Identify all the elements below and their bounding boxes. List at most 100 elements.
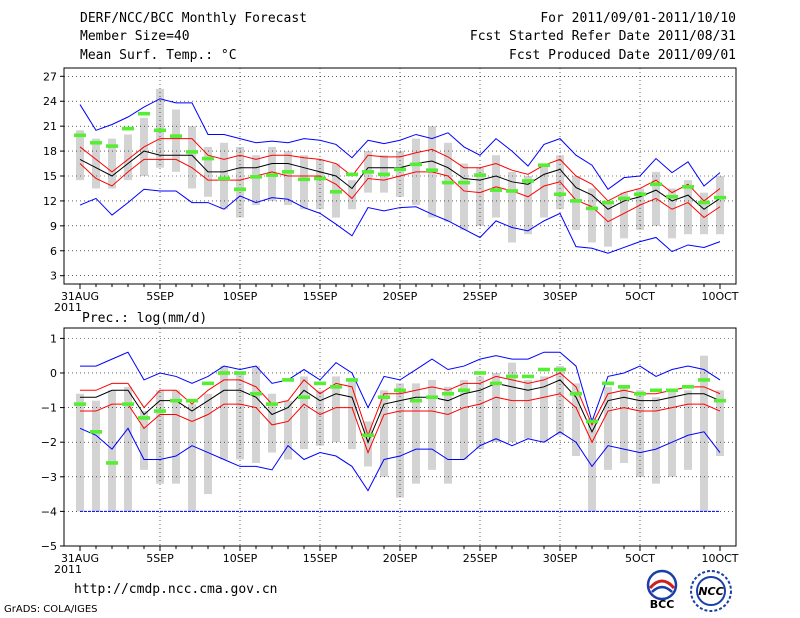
- temp-x-tick-label: 5OCT: [625, 290, 655, 303]
- prec-observed-marker: [698, 378, 710, 382]
- temp-box: [92, 138, 100, 189]
- prec-lower-line: [80, 393, 721, 454]
- prec-observed-marker: [490, 381, 502, 386]
- temp-box: [300, 155, 308, 210]
- prec-observed-marker: [554, 367, 566, 372]
- temp-box: [572, 176, 580, 230]
- prec-box: [572, 383, 580, 457]
- temp-x-tick-label: 20SEP: [383, 290, 418, 303]
- chart-title: DERF/NCC/BCC Monthly Forecast: [80, 11, 307, 26]
- temp-observed-marker: [554, 192, 566, 197]
- prec-observed-marker: [218, 371, 230, 375]
- temp-observed-marker: [170, 134, 182, 138]
- prec-observed-marker: [602, 381, 614, 386]
- prec-observed-marker: [394, 388, 406, 393]
- temp-x-tick-label: 15SEP: [303, 290, 338, 303]
- prec-x-tick-label: 5SEP: [146, 552, 174, 565]
- prec-observed-marker: [570, 391, 582, 396]
- prec-observed-marker: [314, 381, 326, 386]
- temp-y-tick-label: 24: [43, 95, 57, 108]
- temp-min-line: [79, 188, 721, 254]
- temp-year-label: 2011: [54, 301, 82, 314]
- prec-y-tick-label: 1: [50, 332, 57, 345]
- temp-y-tick-label: 9: [50, 220, 57, 233]
- prec-x-tick-label: 10OCT: [701, 552, 738, 565]
- prec-panel: −5 −4 −3 −2 −1 0 1 31AUG 5SEP 10SEP 15SEP 20SEP 25SE…: [41, 311, 739, 576]
- bcc-logo-text: BCC: [650, 598, 675, 610]
- forecast-period: For 2011/09/01-2011/10/10: [540, 11, 736, 26]
- temp-box: [540, 163, 548, 218]
- temp-box: [716, 176, 724, 235]
- temp-observed-marker: [426, 168, 438, 172]
- temp-y-tick-label: 15: [43, 170, 57, 183]
- temp-observed-marker: [234, 187, 246, 192]
- temp-x-tick-label: 25SEP: [463, 290, 498, 303]
- temp-observed-marker: [714, 195, 726, 200]
- prec-observed-marker: [442, 391, 454, 396]
- forecast-started-date: Fcst Started Refer Date 2011/08/31: [469, 29, 736, 44]
- temp-box: [76, 130, 84, 181]
- temp-observed-marker: [378, 172, 390, 177]
- temp-observed-marker: [682, 185, 694, 189]
- temp-observed-marker: [474, 173, 486, 177]
- prec-observed-marker: [634, 391, 646, 396]
- prec-year-label: 2011: [54, 563, 82, 576]
- footer-url[interactable]: http://cmdp.ncc.cma.gov.cn: [74, 582, 278, 597]
- prec-box: [204, 393, 212, 495]
- prec-box: [652, 397, 660, 484]
- prec-observed-marker: [282, 378, 294, 382]
- prec-box: [316, 390, 324, 446]
- prec-x-tick-label: 30SEP: [543, 552, 578, 565]
- temp-observed-marker: [298, 177, 310, 182]
- prec-box: [252, 366, 260, 463]
- ncc-logo-text: NCC: [698, 585, 723, 598]
- temp-observed-marker: [74, 133, 86, 138]
- temp-box: [604, 200, 612, 247]
- prec-observed-marker: [202, 381, 214, 386]
- prec-observed-marker: [506, 374, 518, 379]
- temp-y-tick-label: 12: [43, 195, 57, 208]
- prec-max-line: [80, 351, 721, 424]
- prec-observed-marker: [474, 371, 486, 375]
- temp-observed-marker: [650, 182, 662, 187]
- prec-observed-marker: [234, 371, 246, 375]
- prec-observed-marker: [298, 395, 310, 400]
- temp-y-tick-label: 6: [50, 245, 57, 258]
- prec-box: [92, 400, 100, 512]
- temp-box: [684, 180, 692, 235]
- temp-observed-marker: [634, 192, 646, 197]
- temp-x-tick-label: 31AUG: [61, 290, 99, 303]
- prec-x-tick-label: 31AUG: [61, 552, 99, 565]
- prec-box: [508, 362, 516, 443]
- temp-box: [396, 151, 404, 197]
- temp-observed-marker: [138, 111, 150, 116]
- prec-box: [636, 390, 644, 477]
- prec-box: [716, 390, 724, 457]
- temp-observed-marker: [506, 189, 518, 193]
- prec-observed-marker: [714, 398, 726, 403]
- temp-box: [460, 163, 468, 230]
- prec-y-tick-label: −4: [41, 505, 57, 518]
- prec-observed-marker: [74, 402, 86, 406]
- temp-observed-marker: [394, 167, 406, 172]
- prec-box: [188, 404, 196, 512]
- temp-observed-marker: [154, 128, 166, 133]
- prec-observed-marker: [586, 419, 598, 424]
- temp-box: [620, 192, 628, 239]
- temp-box: [588, 188, 596, 243]
- prec-observed-marker: [410, 398, 422, 403]
- prec-box: [428, 379, 436, 470]
- temp-box: [284, 151, 292, 206]
- temp-upper-line: [79, 138, 721, 202]
- prec-box: [380, 390, 388, 477]
- prec-x-tick-label: 15SEP: [303, 552, 338, 565]
- prec-observed-marker: [346, 378, 358, 382]
- prec-box: [540, 376, 548, 443]
- prec-x-tick-label: 20SEP: [383, 552, 418, 565]
- temp-observed-marker: [586, 206, 598, 211]
- temp-observed-marker: [490, 188, 502, 192]
- prec-x-tick-label: 10SEP: [223, 552, 258, 565]
- ncc-logo: NCC: [690, 570, 732, 612]
- temp-box: [172, 109, 180, 172]
- prec-observed-marker: [186, 398, 198, 403]
